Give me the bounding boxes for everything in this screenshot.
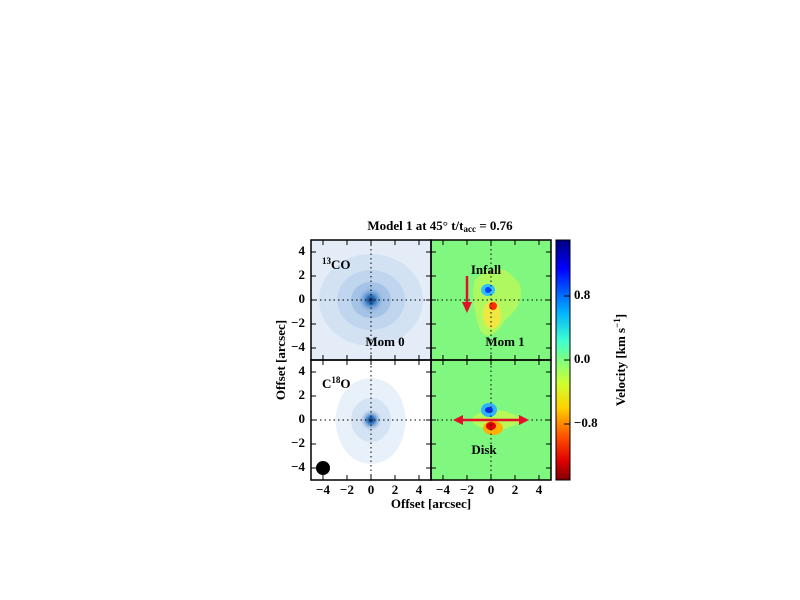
title-text: Model 1 at 45° t/t bbox=[367, 218, 464, 233]
y-tick-label: −2 bbox=[291, 315, 305, 330]
x-tick-label: 4 bbox=[416, 482, 423, 497]
label-text: C bbox=[322, 376, 331, 391]
cbar-label-text: ] bbox=[613, 314, 628, 318]
title-text: = 0.76 bbox=[476, 218, 513, 233]
annotation: Infall bbox=[471, 262, 502, 277]
y-tick-label: 4 bbox=[299, 363, 306, 378]
colorbar-tick-label: 0.0 bbox=[574, 351, 590, 366]
x-tick-label: −2 bbox=[460, 482, 474, 497]
colorbar-label: Velocity [km s−1] bbox=[612, 314, 628, 406]
label-text: CO bbox=[331, 257, 351, 272]
x-tick-label: 4 bbox=[536, 482, 543, 497]
annotation: Disk bbox=[471, 442, 497, 457]
x-tick-label: 0 bbox=[368, 482, 375, 497]
x-tick-label: 0 bbox=[488, 482, 495, 497]
x-tick-label: −4 bbox=[436, 482, 450, 497]
y-tick-label: 2 bbox=[299, 387, 306, 402]
y-tick-label: −2 bbox=[291, 435, 305, 450]
x-tick-label: 2 bbox=[512, 482, 519, 497]
label-sup: 13 bbox=[322, 256, 332, 266]
cbar-label-sup: −1 bbox=[612, 318, 622, 328]
label-sup: 18 bbox=[331, 375, 341, 385]
x-tick-label: 2 bbox=[392, 482, 399, 497]
moment-label: Mom 1 bbox=[485, 334, 524, 349]
y-tick-label: 0 bbox=[299, 411, 306, 426]
colorbar-tick-label: 0.8 bbox=[574, 287, 591, 302]
y-tick-label: 2 bbox=[299, 267, 306, 282]
x-tick-label: −2 bbox=[340, 482, 354, 497]
colorbar-tick-label: −0.8 bbox=[574, 415, 598, 430]
moment-label: Mom 0 bbox=[365, 334, 404, 349]
y-tick-label: −4 bbox=[291, 339, 305, 354]
panel-label: C18O bbox=[322, 375, 351, 391]
x-tick-label: −4 bbox=[316, 482, 330, 497]
cbar-label-text: Velocity [km s bbox=[613, 328, 628, 406]
panel-label: 13CO bbox=[322, 256, 351, 272]
y-tick-label: 4 bbox=[299, 243, 306, 258]
y-tick-label: 0 bbox=[299, 291, 306, 306]
title: Model 1 at 45° t/tacc = 0.76 bbox=[367, 218, 513, 234]
label-text: O bbox=[340, 376, 350, 391]
y-axis-label: Offset [arcsec] bbox=[273, 320, 288, 400]
arrows bbox=[453, 276, 529, 425]
title-sub: acc bbox=[464, 224, 477, 234]
x-axis-label: Offset [arcsec] bbox=[391, 496, 471, 511]
y-tick-label: −4 bbox=[291, 459, 305, 474]
